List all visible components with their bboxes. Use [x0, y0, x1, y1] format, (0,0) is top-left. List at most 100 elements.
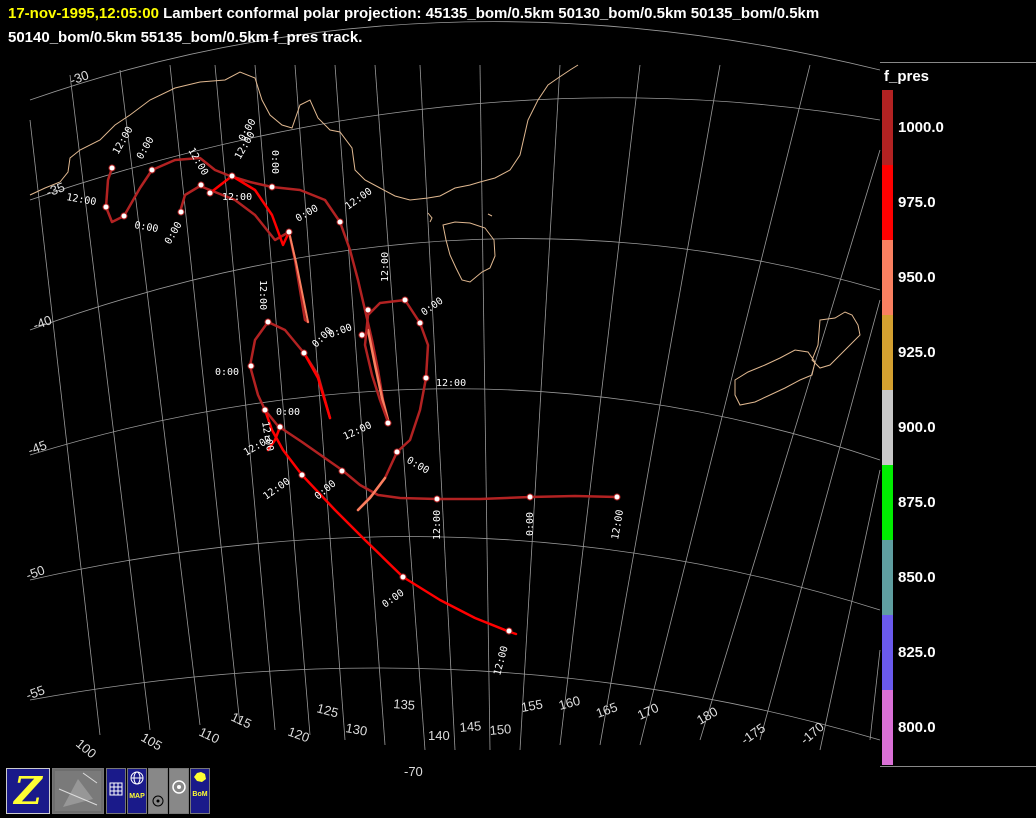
colorbar-segment: [882, 240, 893, 315]
time-label: 12:00: [492, 645, 510, 677]
lon-label: 145: [459, 718, 482, 735]
time-label: 12:00: [111, 125, 136, 157]
track-3: [248, 320, 619, 501]
new-zealand-south: [734, 349, 816, 406]
lon-label: 115: [229, 709, 254, 731]
australia-coast: [29, 64, 579, 201]
lon-label: 100: [73, 736, 99, 761]
lon-label: -170: [797, 719, 827, 747]
time-label: 0:00: [405, 455, 431, 477]
lon-label: 140: [428, 728, 450, 743]
lon-label: 180: [694, 704, 720, 728]
colorbar-label: 950.0: [898, 268, 936, 286]
lon-label: 165: [594, 699, 620, 721]
colorbar-title: f_pres: [884, 68, 930, 85]
time-label: 12:00: [65, 192, 97, 208]
track-5: [263, 408, 518, 636]
latitude-grid: [29, 21, 881, 741]
title-date: 17-nov-1995,12:05:00: [8, 5, 159, 22]
lat-label: -50: [24, 562, 47, 583]
colorbar-top-rule: [880, 62, 1036, 63]
time-label: 12:00: [380, 252, 391, 282]
track-3-red: [302, 351, 332, 420]
colorbar-label: 800.0: [898, 718, 936, 736]
lon-label: 125: [315, 700, 340, 720]
time-label: 12:00: [342, 420, 374, 443]
toolbar: Z MAP: [6, 768, 214, 816]
time-label: 0:00: [525, 512, 536, 536]
latitude-labels: -30 -35 -40 -45 -50 -55: [24, 67, 91, 703]
colorbar-bottom-rule: [880, 766, 1036, 767]
target-button[interactable]: [148, 768, 168, 814]
lon-label: 110: [197, 724, 222, 746]
colorbar-segment: [882, 465, 893, 540]
track-1-tail: [366, 328, 390, 422]
track-time-labels: 12:00 0:00 12:00 0:00 0:00 12:00 12:00 1…: [65, 117, 626, 677]
australia-icon: [194, 772, 206, 782]
colorbar-segment: [882, 90, 893, 165]
title-line2: 50140_bom/0.5km 55135_bom/0.5km f_pres t…: [8, 29, 363, 46]
time-label: 12:00: [222, 192, 252, 203]
colorbar-label: 1000.0: [898, 118, 944, 136]
colorbar-label: 975.0: [898, 193, 936, 211]
lon-label: 130: [344, 720, 368, 739]
time-label: 12:00: [261, 476, 292, 502]
gear-icon: [172, 780, 186, 794]
lat-label: -30: [68, 67, 91, 88]
colorbar-segment: [882, 540, 893, 615]
track-4-tail: [356, 476, 387, 512]
track-4: [356, 298, 430, 512]
bom-button[interactable]: BoM: [190, 768, 210, 814]
satellite-icon: [55, 771, 101, 811]
time-label: 0:00: [163, 220, 185, 246]
lon-label: 170: [635, 700, 661, 723]
time-label: 0:00: [380, 588, 406, 611]
time-label: 0:00: [294, 203, 320, 225]
satellite-button[interactable]: [52, 768, 104, 814]
time-label: 12:00: [257, 280, 268, 310]
grid-button[interactable]: [106, 768, 126, 814]
time-label: 0:00: [269, 150, 280, 174]
colorbar-segment: [882, 315, 893, 390]
lon-label: 155: [520, 696, 544, 715]
track-2-tail: [288, 231, 309, 323]
globe-icon: [130, 771, 144, 785]
map-title: 17-nov-1995,12:05:00 Lambert conformal p…: [8, 2, 1028, 50]
longitude-grid: [29, 64, 881, 751]
lat-label: -35: [44, 179, 67, 200]
map-label: MAP: [129, 793, 145, 800]
bom-label: BoM: [192, 791, 208, 798]
track-markers: [102, 164, 621, 635]
colorbar-segment: [882, 390, 893, 465]
z-logo-button[interactable]: Z: [6, 768, 50, 814]
colorbar-segment: [882, 165, 893, 240]
target-icon: [152, 795, 164, 807]
time-label: 12:00: [436, 378, 466, 389]
time-label: 12:00: [343, 186, 374, 212]
colorbar-label: 900.0: [898, 418, 936, 436]
lon-label: -175: [738, 720, 768, 747]
time-label: 12:00: [432, 510, 443, 540]
lon-label: 150: [489, 721, 512, 738]
grid-icon: [109, 782, 123, 796]
new-zealand-north: [811, 311, 861, 369]
lon-label: 105: [139, 730, 165, 754]
colorbar: [882, 90, 893, 765]
z-logo-icon: Z: [14, 768, 42, 813]
lon-label: 120: [286, 724, 312, 746]
map-button[interactable]: MAP: [127, 768, 147, 814]
colorbar-label: 925.0: [898, 343, 936, 361]
time-label: 12:00: [259, 421, 275, 453]
lat-label: -40: [31, 312, 54, 333]
settings-button[interactable]: [169, 768, 189, 814]
lat-label: -55: [24, 682, 47, 703]
track-2b: [208, 174, 291, 247]
time-label: 0:00: [215, 367, 239, 378]
track-2: [178, 184, 310, 324]
colorbar-label: 850.0: [898, 568, 936, 586]
title-projection: Lambert conformal polar projection: 4513…: [163, 5, 820, 22]
colorbar-segment: [882, 615, 893, 690]
coastlines: [29, 64, 861, 406]
colorbar-segment: [882, 690, 893, 765]
